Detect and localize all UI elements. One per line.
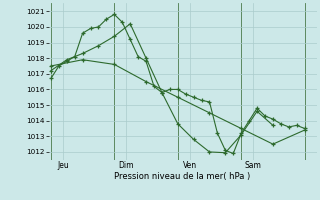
X-axis label: Pression niveau de la mer( hPa ): Pression niveau de la mer( hPa ) — [115, 172, 251, 181]
